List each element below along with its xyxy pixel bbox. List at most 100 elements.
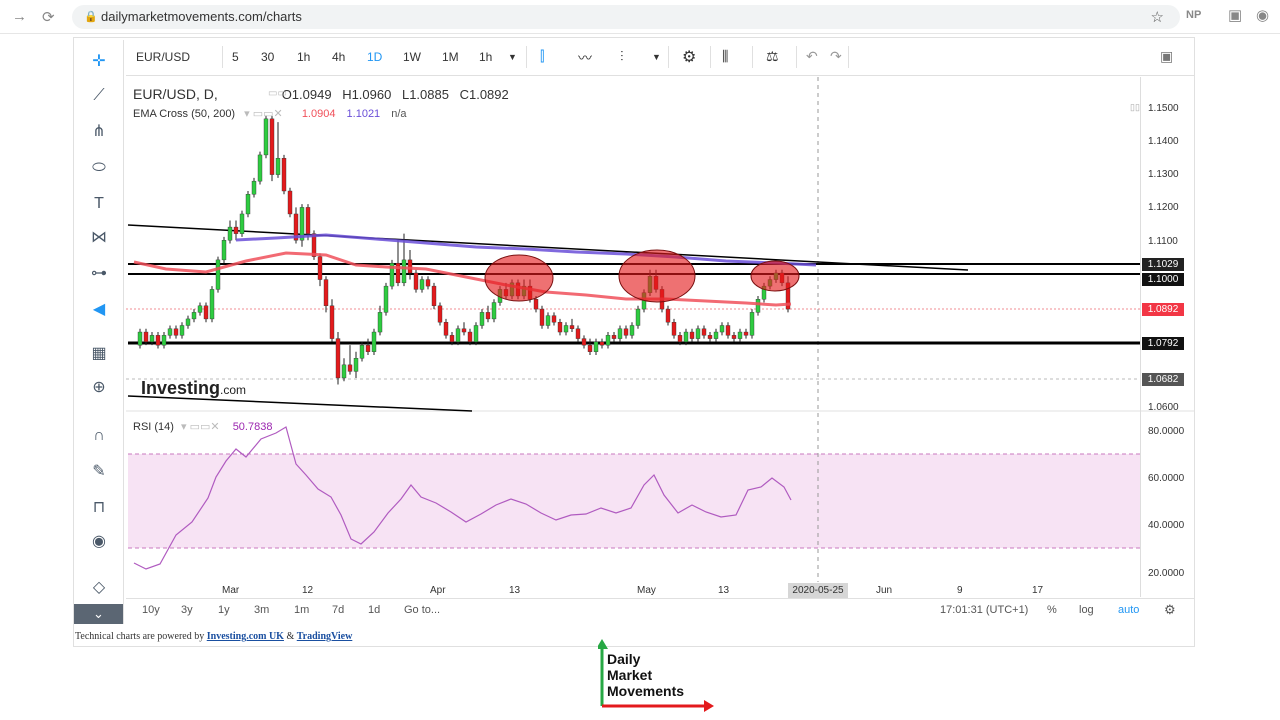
time-label: Apr xyxy=(430,585,446,596)
interval-custom[interactable]: 1h xyxy=(479,50,493,64)
extension-icon[interactable]: ▣ xyxy=(1228,7,1243,24)
rsi-axis-label: 40.0000 xyxy=(1148,520,1185,531)
candle-down xyxy=(173,328,179,336)
logo-line-1: Daily xyxy=(607,651,641,667)
range-1d[interactable]: 1d xyxy=(368,604,381,616)
pattern-icon[interactable]: ⋈ xyxy=(91,229,107,246)
redo-icon[interactable]: ↷ xyxy=(830,48,842,64)
clock: 17:01:31 (UTC+1) xyxy=(940,604,1029,616)
ohlc-legend: EUR/USD, D, ▭▭ O1.0949 H1.0960 L1.0885 C… xyxy=(133,86,516,102)
auto-toggle[interactable]: auto xyxy=(1118,604,1140,616)
price-label: 1.0600 xyxy=(1148,402,1179,413)
reload-icon[interactable]: ⟳ xyxy=(42,9,55,26)
visibility-eye-icon[interactable]: ◉ xyxy=(92,533,106,550)
candle-down xyxy=(413,272,419,290)
candle-up xyxy=(209,289,215,320)
candle-up xyxy=(341,364,347,379)
candle-down xyxy=(437,305,443,323)
snapshot-camera-icon[interactable]: ▣ xyxy=(1160,48,1174,64)
bookmark-star-icon[interactable]: ☆ xyxy=(1150,9,1164,26)
interval-1w[interactable]: 1W xyxy=(403,50,421,64)
range-3m[interactable]: 3m xyxy=(254,604,270,616)
address-bar[interactable]: 🔒 dailymarketmovements.com/charts ☆ xyxy=(72,5,1180,29)
profile-icon[interactable]: ◉ xyxy=(1256,7,1270,24)
price-axis[interactable] xyxy=(1140,77,1194,597)
ema-200-line xyxy=(235,233,817,267)
candle-up xyxy=(617,328,623,339)
collapse-toolbar-icon[interactable]: ⌄ xyxy=(74,604,123,624)
candles-icon[interactable]: ⫿ xyxy=(540,48,545,64)
candle-up xyxy=(221,239,227,261)
lock-drawings-icon[interactable]: ⊓ xyxy=(92,499,106,516)
candle-down xyxy=(335,338,341,379)
pitchfork-icon[interactable]: ⋔ xyxy=(92,123,106,140)
goto-button[interactable]: Go to... xyxy=(404,604,441,616)
compare-icon[interactable]: ⫼ xyxy=(722,48,729,64)
rsi-legend-controls-icon[interactable]: ▾ ▭▭✕ xyxy=(181,421,220,433)
crosshair-icon[interactable]: ✛ xyxy=(92,53,106,70)
legend-controls-icon[interactable]: ▭▭ xyxy=(268,88,287,99)
measure-icon[interactable]: ▦ xyxy=(91,345,107,362)
time-label: 9 xyxy=(957,585,963,596)
ema-legend-controls-icon[interactable]: ▾ ▭▭✕ xyxy=(244,108,283,120)
candle-up xyxy=(275,157,281,175)
investing-link[interactable]: Investing.com UK xyxy=(206,631,284,642)
zoom-icon[interactable]: ⊕ xyxy=(92,379,106,396)
candle-up xyxy=(149,335,155,343)
magnet-icon[interactable]: ∩ xyxy=(93,427,105,444)
tradingview-link[interactable]: TradingView xyxy=(296,631,353,642)
range-1m[interactable]: 1m xyxy=(294,604,310,616)
candle-up xyxy=(227,226,233,241)
interval-1m[interactable]: 1M xyxy=(442,50,459,64)
range-10y[interactable]: 10y xyxy=(142,604,160,616)
price-label: 1.1100 xyxy=(1148,236,1178,247)
candle-up xyxy=(137,331,143,346)
interval-dropdown-icon[interactable]: ▼ xyxy=(508,52,517,62)
back-arrow-icon[interactable]: ◀ xyxy=(92,301,106,318)
prediction-icon[interactable]: ⊶ xyxy=(91,265,107,282)
interval-5[interactable]: 5 xyxy=(232,50,239,64)
line-chart-icon[interactable]: 〰 xyxy=(578,50,592,66)
rsi-axis-label: 80.0000 xyxy=(1148,426,1185,437)
candle-down xyxy=(425,279,431,287)
forward-icon[interactable]: → xyxy=(12,8,27,25)
candle-down xyxy=(581,338,587,346)
brush-icon[interactable]: ⬭ xyxy=(92,159,106,176)
balance-icon[interactable]: ⚖ xyxy=(766,48,779,64)
rsi-axis-label: 20.0000 xyxy=(1148,568,1185,579)
price-tag-0792: 1.0792 xyxy=(1142,337,1184,350)
interval-1d[interactable]: 1D xyxy=(367,50,383,64)
log-toggle[interactable]: log xyxy=(1079,604,1094,616)
candle-down xyxy=(587,344,593,352)
range-3y[interactable]: 3y xyxy=(181,604,193,616)
candle-down xyxy=(539,308,545,326)
watermark-brand: Investing xyxy=(141,378,221,398)
range-1y[interactable]: 1y xyxy=(218,604,230,616)
candle-up xyxy=(161,335,167,346)
ema-value-3: n/a xyxy=(391,108,407,120)
percent-toggle[interactable]: % xyxy=(1047,604,1057,616)
settings-gear-icon[interactable]: ⚙ xyxy=(1164,602,1176,617)
indicators-icon[interactable]: ⫶ xyxy=(620,48,624,64)
interval-1h[interactable]: 1h xyxy=(297,50,311,64)
browser-toolbar: → ⟳ 🔒 dailymarketmovements.com/charts ☆ … xyxy=(0,0,1280,34)
interval-30[interactable]: 30 xyxy=(261,50,275,64)
interval-4h[interactable]: 4h xyxy=(332,50,346,64)
trendline-icon[interactable]: ⟋ xyxy=(93,87,105,104)
text-icon[interactable]: T xyxy=(94,195,104,212)
range-7d[interactable]: 7d xyxy=(332,604,345,616)
remove-drawings-icon[interactable]: ◇ xyxy=(92,579,106,596)
symbol-search[interactable]: EUR/USD xyxy=(136,50,191,64)
price-chart[interactable]: ▯▯ xyxy=(126,77,1194,597)
extension-np[interactable]: NP xyxy=(1186,9,1202,21)
chart-top-toolbar: EUR/USD 5 30 1h 4h 1D 1W 1M 1h ▼ ⫿ 〰 ⫶ ▼… xyxy=(126,40,1194,76)
legend-low: L1.0885 xyxy=(401,87,449,102)
stay-drawing-icon[interactable]: ✎ xyxy=(92,463,106,480)
price-tag-last: 1.0892 xyxy=(1142,303,1184,316)
candle-up xyxy=(635,308,641,326)
candle-down xyxy=(287,190,293,215)
settings-gear-icon[interactable]: ⚙ xyxy=(682,49,697,66)
undo-icon[interactable]: ↶ xyxy=(806,48,818,64)
chart-type-dropdown-icon[interactable]: ▼ xyxy=(652,52,661,62)
candle-down xyxy=(551,315,557,323)
